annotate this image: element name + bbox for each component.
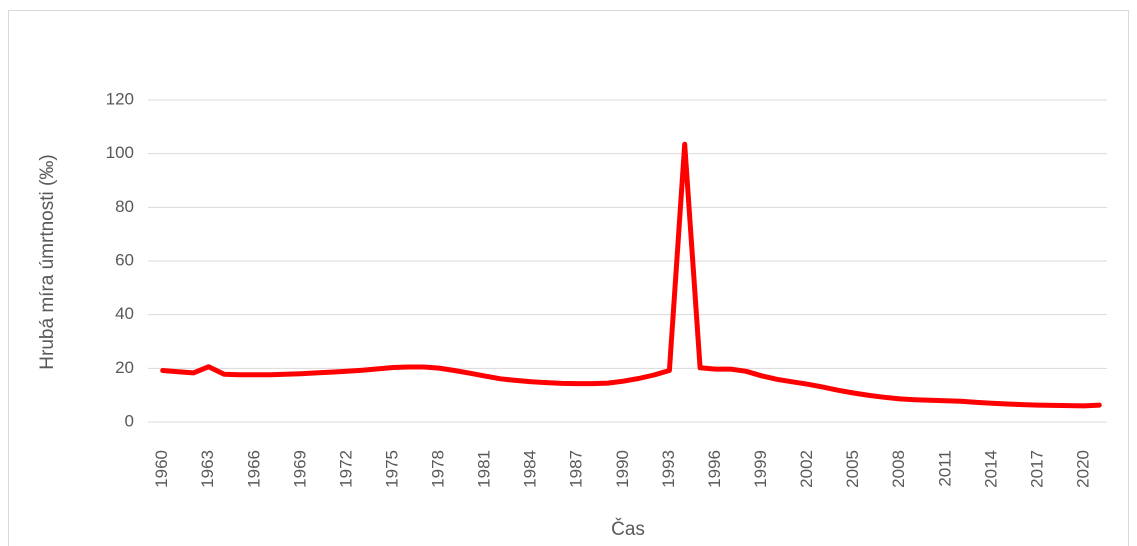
x-tick-label: 2005 — [843, 450, 862, 488]
x-tick-label: 1981 — [475, 450, 494, 488]
x-tick-label: 2011 — [935, 450, 954, 487]
y-axis-title: Hrubá míra úmrtnosti (‰) — [37, 154, 58, 369]
y-tick-label: 40 — [115, 304, 134, 323]
x-tick-label: 1963 — [198, 450, 217, 488]
y-tick-label: 0 — [125, 411, 134, 430]
x-tick-label: 2020 — [1073, 450, 1092, 488]
y-tick-label: 100 — [106, 143, 134, 162]
x-tick-label: 1978 — [429, 450, 448, 488]
y-tick-label: 80 — [115, 197, 134, 216]
x-tick-label: 1972 — [336, 450, 355, 488]
x-tick-label: 1996 — [705, 450, 724, 488]
x-tick-label: 1975 — [382, 450, 401, 488]
x-tick-label: 1969 — [290, 450, 309, 488]
x-tick-label: 2008 — [889, 450, 908, 488]
y-tick-label: 20 — [115, 358, 134, 377]
x-tick-label: 1999 — [751, 450, 770, 488]
x-tick-label: 1984 — [521, 450, 540, 488]
data-line — [160, 141, 1102, 409]
y-tick-label: 120 — [106, 89, 134, 108]
x-tick-label: 2002 — [797, 450, 816, 488]
y-tick-label: 60 — [115, 250, 134, 269]
x-tick-label: 1987 — [567, 450, 586, 488]
x-tick-label: 1993 — [659, 450, 678, 488]
x-axis-title: Čas — [611, 518, 645, 540]
x-tick-label: 1966 — [244, 450, 263, 488]
x-tick-label: 1990 — [613, 450, 632, 488]
x-tick-label: 2017 — [1027, 450, 1046, 488]
x-tick-label: 1960 — [152, 450, 171, 488]
x-tick-label: 2014 — [981, 450, 1000, 488]
